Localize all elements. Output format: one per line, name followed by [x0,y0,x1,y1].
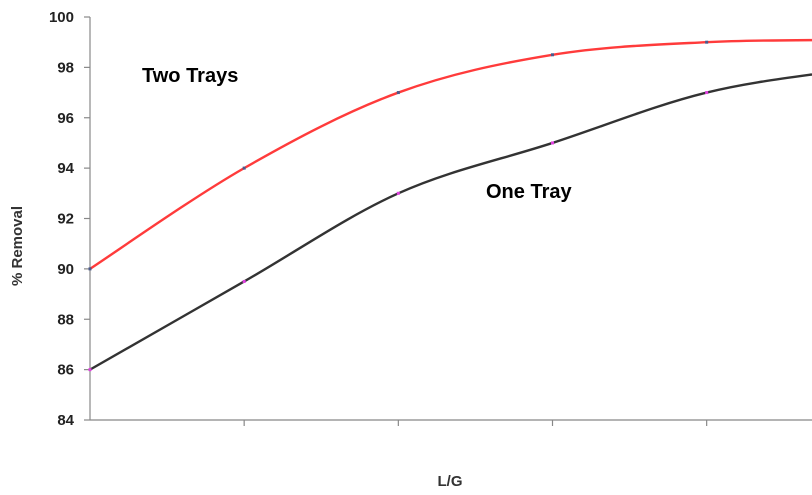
series-markers [88,40,709,372]
data-point-0-4 [705,40,709,44]
data-point-0-0 [88,267,92,271]
y-tick-label: 86 [57,362,74,379]
y-axis-ticks: 84 86 88 90 92 94 96 98 100 [49,9,90,429]
x-axis-ticks [243,420,708,426]
data-point-1-1 [242,279,246,283]
data-point-0-2 [396,91,400,95]
series-label-one-tray: One Tray [486,181,572,203]
series-lines [89,38,812,371]
y-tick-label: 88 [57,311,74,328]
y-tick-label: 100 [49,9,74,26]
y-tick-label: 90 [57,261,74,278]
y-tick-label: 84 [57,412,74,429]
y-axis-title: % Removal [9,206,26,286]
data-point-1-4 [705,91,709,95]
series-label-two-trays: Two Trays [142,65,238,87]
data-point-0-1 [242,166,246,170]
y-tick-label: 92 [57,211,74,228]
data-point-0-3 [551,53,554,57]
y-tick-label: 96 [57,110,74,127]
y-tick-label: 98 [57,59,74,76]
series-line-1 [89,73,812,371]
x-axis-title: L/G [438,473,463,490]
data-point-1-3 [551,141,554,145]
data-point-1-2 [396,191,400,195]
y-tick-label: 94 [57,160,74,177]
data-point-1-0 [88,368,92,372]
